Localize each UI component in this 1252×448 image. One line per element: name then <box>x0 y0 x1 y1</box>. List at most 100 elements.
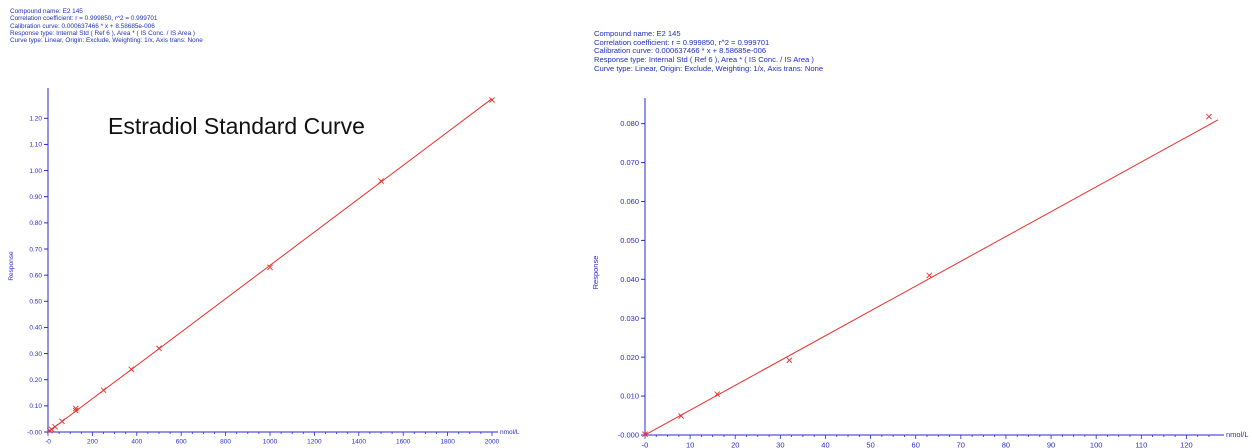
data-point <box>714 391 721 398</box>
y-tick-label: 0.50 <box>29 299 42 306</box>
data-point-stroke <box>72 407 79 414</box>
x-tick-label: 1000 <box>263 439 278 446</box>
data-point <box>59 418 65 425</box>
data-point-stroke <box>489 97 495 103</box>
x-tick-label: 10 <box>686 441 694 448</box>
x-tick-label: 800 <box>220 439 231 446</box>
y-tick-label: 0.010 <box>620 392 639 401</box>
y-tick-label: 0.40 <box>29 325 42 332</box>
y-tick-label: 0.080 <box>620 119 639 128</box>
data-point <box>72 407 79 414</box>
data-point <box>100 387 107 394</box>
info-line: Correlation coefficient: r = 0.999850, r… <box>594 37 770 47</box>
x-tick-label: 1800 <box>440 439 455 446</box>
data-point <box>52 423 59 430</box>
y-tick-label: -0.00 <box>27 429 42 436</box>
x-tick-label: 600 <box>176 439 187 446</box>
y-tick-label: 1.10 <box>29 142 42 149</box>
info-line: Curve type: Linear, Origin: Exclude, Wei… <box>10 37 203 45</box>
info-line: Calibration curve: 0.000637466 * x + 8.5… <box>594 46 767 56</box>
x-tick-label: 70 <box>957 441 965 448</box>
y-tick-label: 0.040 <box>620 275 639 284</box>
calibration-plot-right: -0.000 0.010 0.020 0.030 0.040 0.050 0.060 0.07… <box>591 98 1249 448</box>
x-tick-label: 20 <box>731 441 739 448</box>
y-tick-label: 0.070 <box>620 158 639 167</box>
data-point-stroke <box>156 345 162 352</box>
x-tick-label: 2000 <box>485 439 500 446</box>
data-point <box>489 97 495 103</box>
x-tick-label: -0 <box>642 441 649 448</box>
info-line: Curve type: Linear, Origin: Exclude, Wei… <box>594 63 824 73</box>
data-point-stroke <box>52 423 59 430</box>
x-tick-label: 100 <box>1090 441 1103 448</box>
y-axis-label: Response <box>591 256 600 290</box>
x-axis-label: nmol/L <box>500 429 520 436</box>
x-tick-label: 200 <box>87 439 98 446</box>
data-point <box>1206 113 1212 120</box>
x-tick-label: 1600 <box>396 439 411 446</box>
x-tick-label: 120 <box>1180 441 1193 448</box>
y-tick-label: -0.000 <box>618 431 639 440</box>
chart-panel-right: Compound name: E2 145 Correlation coeffi… <box>590 0 1252 448</box>
data-point-stroke <box>48 426 55 433</box>
y-tick-label: 1.00 <box>29 168 42 175</box>
data-point-stroke <box>678 413 685 419</box>
y-tick-label: 0.10 <box>29 403 42 410</box>
x-tick-label: 50 <box>866 441 874 448</box>
x-tick-label: 90 <box>1047 441 1055 448</box>
info-line: Compound name: E2 145 <box>10 8 83 15</box>
data-point <box>378 178 384 184</box>
x-tick-label: 40 <box>821 441 829 448</box>
data-point <box>128 366 135 373</box>
y-tick-label: 0.020 <box>620 353 639 362</box>
data-point <box>678 413 685 419</box>
x-tick-label: 1400 <box>352 439 367 446</box>
y-tick-label: 0.20 <box>29 377 42 384</box>
data-point-stroke <box>1206 113 1212 120</box>
info-block-right: Compound name: E2 145 Correlation coeffi… <box>594 29 824 74</box>
data-point <box>926 272 933 279</box>
info-line: Response type: Internal Std ( Ref 6 ), A… <box>10 30 196 38</box>
data-point <box>156 345 162 352</box>
y-tick-label: 0.030 <box>620 314 639 323</box>
data-point <box>72 405 79 412</box>
chart-title: Estradiol Standard Curve <box>108 113 365 139</box>
x-tick-label: 80 <box>1002 441 1010 448</box>
info-line: Correlation coefficient: r = 0.999850, r… <box>10 15 158 23</box>
data-point-stroke <box>378 178 384 184</box>
data-point-stroke <box>642 431 648 438</box>
info-line: Calibration curve: 0.000637466 * x + 8.5… <box>10 22 155 30</box>
data-point-stroke <box>267 264 273 271</box>
data-point <box>267 264 273 271</box>
regression-line <box>47 98 493 433</box>
y-tick-label: 0.60 <box>29 272 42 279</box>
y-tick-label: 0.70 <box>29 246 42 253</box>
x-tick-label: 30 <box>776 441 784 448</box>
x-tick-label: 400 <box>131 439 142 446</box>
y-tick-label: 0.90 <box>29 194 42 201</box>
y-tick-label: 0.050 <box>620 236 639 245</box>
info-line: Response type: Internal Std ( Ref 6 ), A… <box>594 55 814 65</box>
data-point <box>48 426 55 433</box>
y-axis-label: Response <box>8 251 15 281</box>
y-tick-label: 0.30 <box>29 351 42 358</box>
x-tick-label: 110 <box>1135 441 1147 448</box>
data-point-stroke <box>59 418 65 425</box>
info-line: Compound name: E2 145 <box>594 29 681 38</box>
data-point-stroke <box>786 357 793 364</box>
data-point-stroke <box>72 405 79 412</box>
data-point-stroke <box>714 391 721 398</box>
calibration-plot-left: -0.00 0.10 0.20 0.30 0.40 0.50 0.60 0.70 0.80 0.9… <box>8 88 520 446</box>
x-tick-label: 60 <box>912 441 920 448</box>
chart-panel-left: Compound name: E2 145 Correlation coeffi… <box>0 0 600 448</box>
x-tick-label: -0 <box>45 439 51 446</box>
data-point-stroke <box>128 366 135 373</box>
data-point <box>642 431 648 438</box>
x-axis-label: nmol/L <box>1226 430 1249 439</box>
data-point-stroke <box>100 387 107 394</box>
y-tick-label: 0.80 <box>29 220 42 227</box>
info-block-left: Compound name: E2 145 Correlation coeffi… <box>10 8 203 45</box>
data-point <box>786 357 793 364</box>
x-tick-label: 1200 <box>307 439 322 446</box>
y-tick-label: 0.060 <box>620 197 639 206</box>
